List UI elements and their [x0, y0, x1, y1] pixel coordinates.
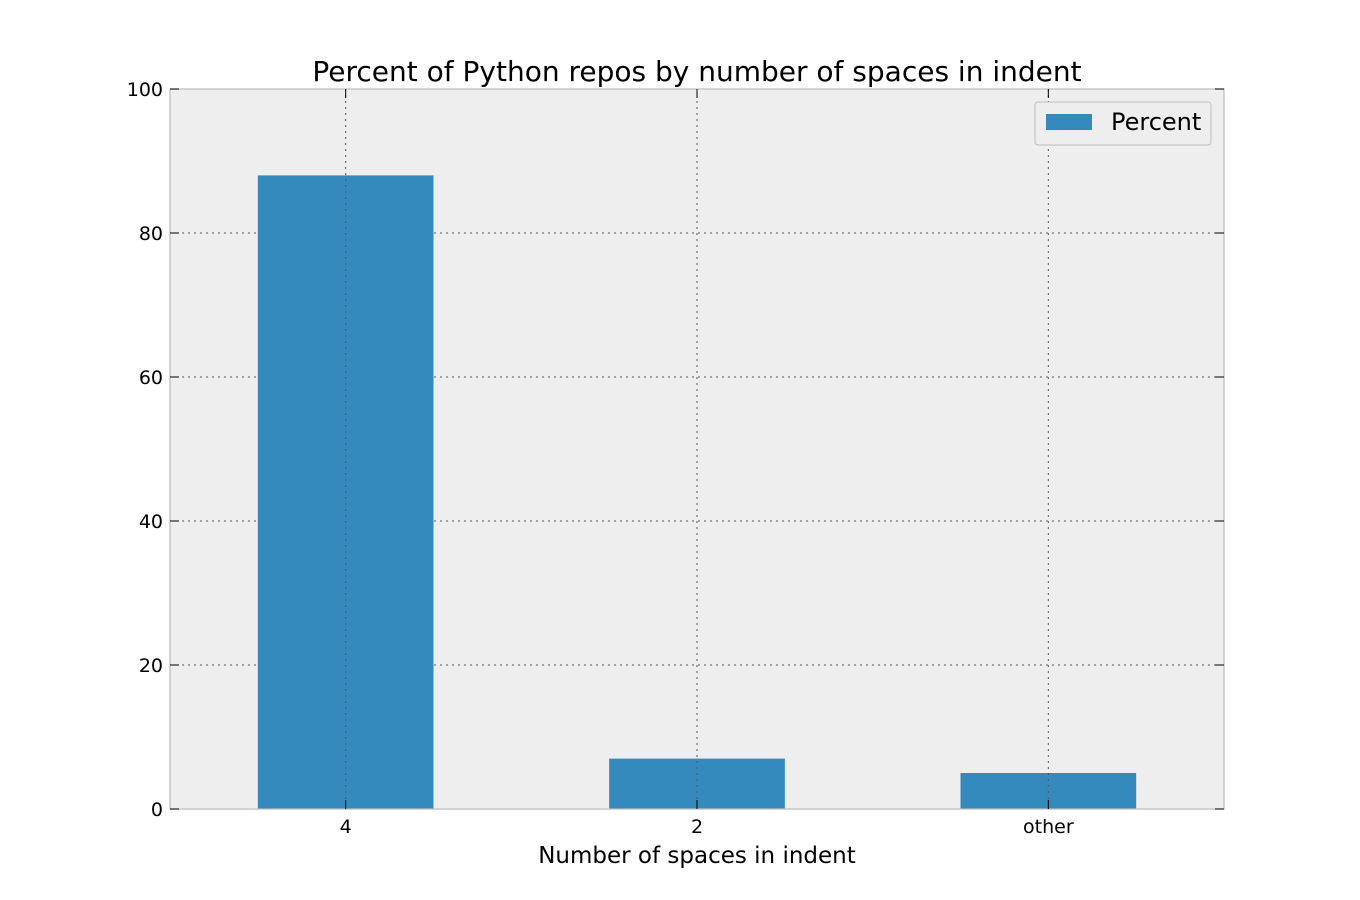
x-axis-label: Number of spaces in indent: [538, 843, 856, 869]
y-tick-label: 80: [139, 223, 163, 245]
y-tick-label: 60: [139, 367, 163, 389]
y-tick-label: 100: [127, 79, 163, 101]
legend: Percent: [1034, 101, 1212, 146]
y-tick-label: 0: [151, 799, 163, 821]
legend-box: [1034, 101, 1212, 146]
y-tick-label: 40: [139, 511, 163, 533]
legend-swatch: [1046, 114, 1092, 130]
x-grid-lines: [345, 89, 1049, 809]
y-tick-label: 20: [139, 655, 163, 677]
x-tick-label: 2: [691, 816, 703, 838]
chart-title: Percent of Python repos by number of spa…: [312, 55, 1081, 88]
x-tick-label: other: [1023, 816, 1074, 838]
legend-label: Percent: [1111, 108, 1201, 136]
x-tick-label: 4: [340, 816, 352, 838]
axis-ticks: 0 20 40 60 80 100 4 2 other: [127, 79, 1224, 838]
